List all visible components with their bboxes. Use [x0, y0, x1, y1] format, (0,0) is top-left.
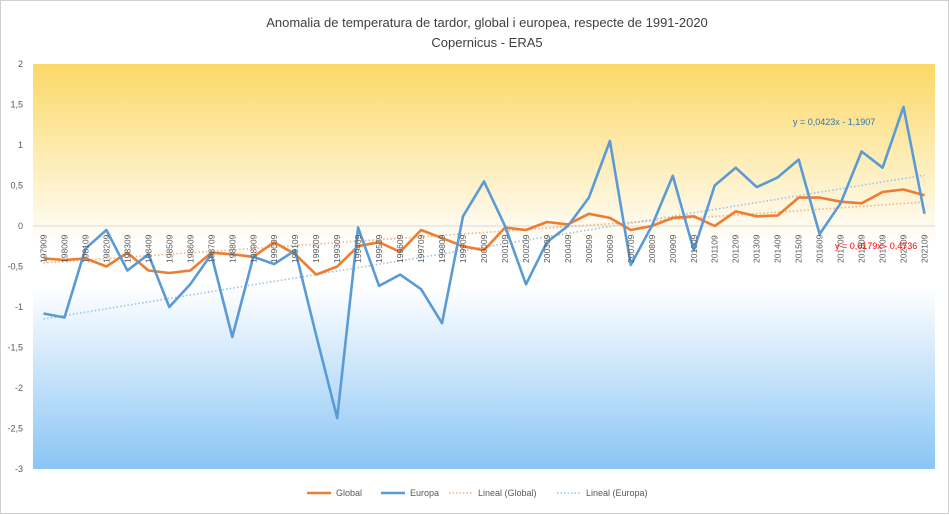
x-tick-label: 199609 — [395, 234, 405, 263]
series-lines — [43, 105, 926, 420]
x-tick-label: 201309 — [752, 234, 762, 263]
y-tick-label: -0,5 — [7, 262, 23, 272]
x-tick-label: 201909 — [878, 234, 888, 263]
europa-series-line — [43, 105, 926, 420]
x-tick-label: 200609 — [605, 234, 615, 263]
x-tick-label: 201409 — [773, 234, 783, 263]
y-tick-label: 0 — [18, 221, 23, 231]
y-tick-label: -2,5 — [7, 424, 23, 434]
y-tick-label: 1,5 — [10, 100, 23, 110]
x-tick-label: 202109 — [920, 234, 930, 263]
x-tick-label: 200909 — [668, 234, 678, 263]
y-tick-label: 2 — [18, 59, 23, 69]
global-trendline — [43, 201, 925, 264]
x-tick-label: 198209 — [101, 234, 111, 263]
x-tick-label: 198009 — [59, 234, 69, 263]
y-tick-label: -3 — [15, 464, 23, 474]
global-trend-equation: y = 0,0179x - 0,4736 — [835, 241, 917, 251]
x-tick-label: 201609 — [815, 234, 825, 263]
trendlines — [43, 174, 925, 320]
chart-title: Anomalia de temperatura de tardor, globa… — [266, 15, 708, 30]
x-tick-label: 198109 — [80, 234, 90, 263]
y-tick-label: -1 — [15, 302, 23, 312]
europa-trendline — [43, 174, 925, 320]
x-tick-label: 201509 — [794, 234, 804, 263]
x-tick-label: 200509 — [584, 234, 594, 263]
x-tick-label: 201109 — [710, 235, 720, 263]
legend-europa-label: Europa — [410, 488, 439, 498]
x-tick-label: 200709 — [626, 234, 636, 263]
x-tick-label: 198509 — [164, 234, 174, 263]
y-axis: -3 -2,5 -2 -1,5 -1 -0,5 0 0,5 1 1,5 2 — [7, 59, 23, 474]
x-tick-label: 199209 — [311, 234, 321, 263]
y-tick-label: -2 — [15, 383, 23, 393]
x-tick-label: 200209 — [521, 234, 531, 263]
plot-area-background — [33, 64, 935, 469]
x-tick-label: 200009 — [479, 234, 489, 263]
x-tick-label: 199309 — [332, 234, 342, 263]
legend-global-trend-label: Lineal (Global) — [478, 488, 537, 498]
x-tick-label: 199409 — [353, 234, 363, 263]
x-tick-label: 198909 — [248, 234, 258, 263]
x-tick-label: 202009 — [899, 234, 909, 263]
x-tick-label: 200409 — [563, 234, 573, 263]
x-tick-label: 199509 — [374, 234, 384, 263]
x-tick-label: 200109 — [500, 234, 510, 263]
x-tick-label: 199109 — [290, 234, 300, 263]
europa-trend-equation: y = 0,0423x - 1,1907 — [793, 117, 875, 127]
y-tick-label: 0,5 — [10, 181, 23, 191]
chart-subtitle: Copernicus - ERA5 — [431, 35, 542, 50]
global-series-line — [43, 188, 925, 276]
x-axis: 197909 198009 198109 198209 198309 198409 1985… — [38, 234, 929, 263]
y-tick-label: 1 — [18, 140, 23, 150]
y-tick-label: -1,5 — [7, 343, 23, 353]
x-tick-label: 199909 — [458, 234, 468, 263]
x-tick-label: 198809 — [227, 234, 237, 263]
legend-global-label: Global — [336, 488, 362, 498]
x-tick-label: 200309 — [542, 234, 552, 263]
legend: Global Europa Lineal (Global) Lineal (Eu… — [307, 488, 648, 498]
x-tick-label: 198409 — [143, 234, 153, 263]
x-tick-label: 201009 — [689, 234, 699, 263]
x-tick-label: 198309 — [122, 234, 132, 263]
x-tick-label: 200809 — [647, 234, 657, 263]
x-tick-label: 198609 — [185, 234, 195, 263]
x-tick-label: 201709 — [836, 234, 846, 263]
legend-europa-trend-label: Lineal (Europa) — [586, 488, 648, 498]
x-tick-label: 199809 — [437, 234, 447, 263]
x-tick-label: 201209 — [731, 234, 741, 263]
x-tick-label: 201809 — [857, 234, 867, 263]
x-tick-label: 199709 — [416, 234, 426, 263]
x-tick-label: 199009 — [269, 234, 279, 263]
x-tick-label: 198709 — [206, 234, 216, 263]
x-tick-label: 197909 — [38, 234, 48, 263]
